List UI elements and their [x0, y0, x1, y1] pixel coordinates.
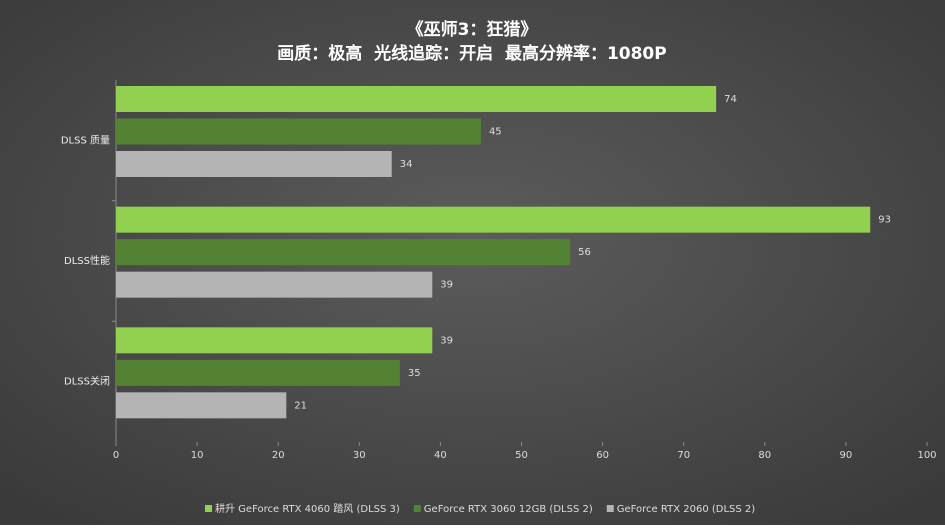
- value-label: 39: [440, 280, 453, 291]
- y-tick-label: DLSS性能: [64, 254, 110, 267]
- value-label: 35: [408, 368, 421, 379]
- value-label: 93: [878, 215, 891, 226]
- x-tick-label: 0: [113, 450, 119, 461]
- value-label: 74: [724, 94, 737, 105]
- chart-subtitle: 画质：极高 光线追踪：开启 最高分辨率：1080P: [277, 43, 666, 64]
- bar: [116, 392, 287, 419]
- value-label: 21: [294, 400, 307, 411]
- bar: [116, 239, 571, 266]
- legend-swatch: [413, 505, 421, 512]
- legend-swatch: [205, 505, 212, 512]
- legend-label: 耕升 GeForce RTX 4060 踏风 (DLSS 3): [215, 502, 400, 515]
- bar: [116, 118, 481, 145]
- chart-title: 《巫师3：狂猎》: [407, 19, 538, 40]
- bar: [116, 86, 717, 112]
- x-tick-label: 30: [353, 450, 366, 461]
- y-tick-label: DLSS 质量: [61, 134, 110, 146]
- x-tick-label: 80: [758, 450, 771, 461]
- x-tick-label: 20: [272, 450, 285, 461]
- value-label: 56: [578, 247, 591, 258]
- legend-label: GeForce RTX 2060 (DLSS 2): [617, 504, 756, 515]
- x-tick-label: 60: [596, 450, 609, 461]
- bar: [116, 327, 433, 354]
- y-tick-label: DLSS关闭: [64, 375, 110, 388]
- x-tick-label: 40: [434, 450, 447, 461]
- x-tick-label: 70: [677, 450, 690, 461]
- legend-swatch: [606, 505, 614, 512]
- bar: [116, 206, 871, 233]
- x-tick-label: 10: [191, 450, 204, 461]
- x-tick-label: 50: [515, 450, 528, 461]
- x-tick-label: 100: [917, 450, 936, 461]
- bar: [116, 359, 400, 386]
- bar: [116, 151, 392, 177]
- bar: [116, 271, 433, 298]
- value-label: 34: [400, 159, 413, 170]
- value-label: 45: [489, 127, 502, 138]
- value-label: 39: [440, 335, 453, 346]
- legend-label: GeForce RTX 3060 12GB (DLSS 2): [424, 504, 593, 515]
- x-tick-label: 90: [840, 450, 853, 461]
